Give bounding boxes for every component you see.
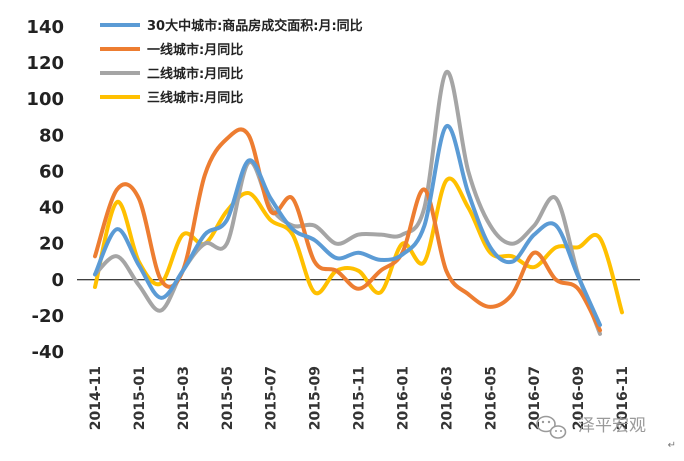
x-tick-label: 2015-07 bbox=[264, 366, 280, 430]
corner-mark: ↵ bbox=[667, 440, 676, 451]
series-line-3 bbox=[93, 70, 602, 336]
legend-label: 30大中城市:商品房成交面积:月:同比 bbox=[147, 18, 363, 34]
y-tick-label: 20 bbox=[39, 234, 64, 255]
x-tick-label: 2014-11 bbox=[88, 366, 104, 430]
series-line-4 bbox=[93, 176, 624, 315]
y-tick-label: 140 bbox=[26, 17, 64, 38]
x-tick-label: 2015-03 bbox=[176, 366, 192, 430]
y-tick-label: 0 bbox=[51, 270, 64, 291]
x-tick-label: 2015-05 bbox=[220, 366, 236, 430]
y-tick-label: -20 bbox=[31, 306, 64, 327]
x-tick-label: 2015-01 bbox=[132, 366, 148, 430]
x-tick-label: 2016-07 bbox=[527, 366, 543, 430]
series-line-1 bbox=[93, 124, 602, 327]
y-tick-label: 80 bbox=[39, 125, 64, 146]
x-tick-label: 2015-09 bbox=[308, 366, 324, 430]
watermark-text: 泽平宏观 bbox=[578, 416, 646, 436]
legend-label: 二线城市:月同比 bbox=[147, 66, 243, 82]
legend-label: 一线城市:月同比 bbox=[147, 42, 243, 58]
x-tick-label: 2016-01 bbox=[395, 366, 411, 430]
y-tick-label: 100 bbox=[26, 89, 64, 110]
wechat-icon bbox=[536, 415, 567, 439]
legend-label: 三线城市:月同比 bbox=[147, 90, 243, 106]
y-tick-label: 40 bbox=[39, 198, 64, 219]
x-tick-label: 2016-05 bbox=[483, 366, 499, 430]
legend: 30大中城市:商品房成交面积:月:同比一线城市:月同比二线城市:月同比三线城市:… bbox=[100, 18, 363, 106]
x-tick-label: 2015-11 bbox=[352, 366, 368, 430]
x-tick-label: 2016-03 bbox=[439, 366, 455, 430]
x-axis: 2014-11 2015-01 2015-03 2015-05 2015-07 2015-… bbox=[88, 366, 631, 430]
x-tick-label: 2016-11 bbox=[615, 366, 631, 430]
y-tick-label: 120 bbox=[26, 53, 64, 74]
watermark: 泽平宏观 bbox=[536, 415, 646, 439]
y-axis: -40 -20 0 20 40 60 80 100 120 140 bbox=[26, 17, 64, 363]
x-tick-label: 2016-09 bbox=[571, 366, 587, 430]
y-tick-label: 60 bbox=[39, 161, 64, 182]
y-tick-label: -40 bbox=[31, 342, 64, 363]
series-lines bbox=[93, 70, 624, 336]
